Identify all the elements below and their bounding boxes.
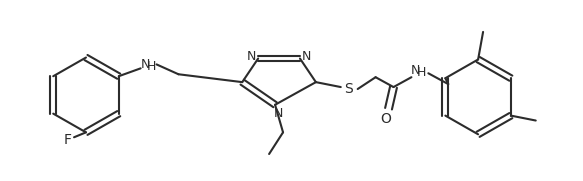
Text: H: H	[147, 60, 156, 73]
Text: N: N	[247, 50, 256, 63]
Text: N: N	[302, 50, 312, 63]
Text: O: O	[380, 111, 391, 126]
Text: N: N	[141, 58, 150, 71]
Text: N: N	[410, 64, 420, 77]
Text: H: H	[417, 66, 426, 79]
Text: N: N	[273, 107, 283, 120]
Text: S: S	[345, 82, 353, 96]
Text: F: F	[64, 133, 72, 147]
